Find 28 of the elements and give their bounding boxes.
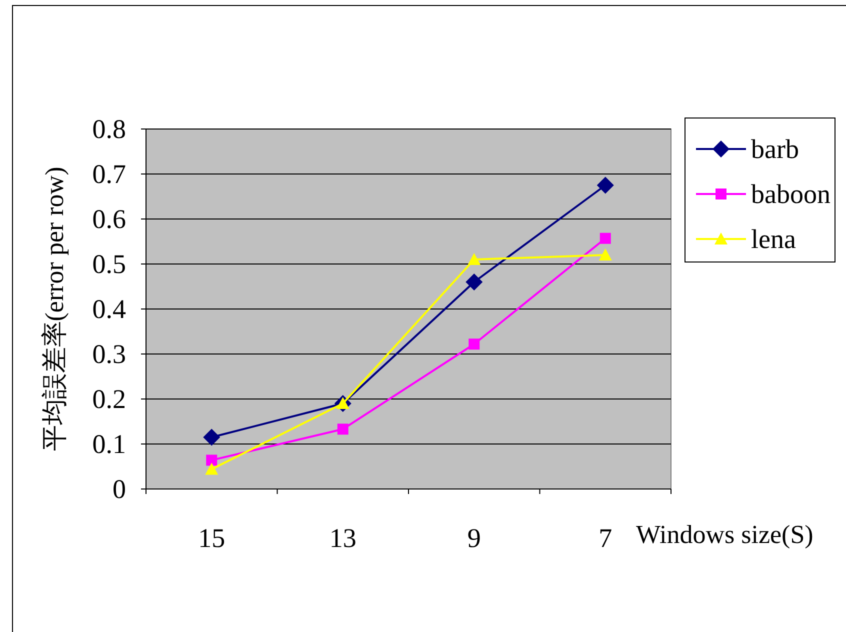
point — [468, 338, 480, 350]
ytick: 0.7 — [92, 159, 126, 189]
legend-label: baboon — [751, 179, 831, 209]
ytick: 0.3 — [92, 339, 126, 369]
point — [203, 428, 220, 446]
ytick: 0.4 — [92, 294, 126, 324]
ytick: 0.2 — [92, 384, 126, 414]
ytick: 0 — [112, 474, 126, 504]
point — [468, 253, 481, 265]
point — [205, 462, 218, 475]
legend-label: barb — [751, 134, 799, 164]
point — [596, 176, 614, 194]
point — [466, 274, 483, 290]
point — [600, 232, 611, 244]
ytick: 0.8 — [92, 114, 126, 144]
ytick: 0.1 — [92, 429, 126, 459]
xlabel: Windows size(S) — [636, 520, 814, 549]
ytick: 0.6 — [92, 204, 126, 234]
xtick: 13 — [329, 523, 356, 553]
point — [206, 454, 218, 466]
legend-label: lena — [751, 224, 796, 254]
xtick: 15 — [198, 523, 226, 553]
ylabel: 平均誤差率(error per row) — [40, 166, 69, 452]
point — [337, 424, 348, 435]
xtick: 9 — [467, 523, 481, 553]
ytick: 0.5 — [92, 249, 126, 279]
xtick: 7 — [598, 523, 612, 553]
point — [598, 248, 612, 260]
